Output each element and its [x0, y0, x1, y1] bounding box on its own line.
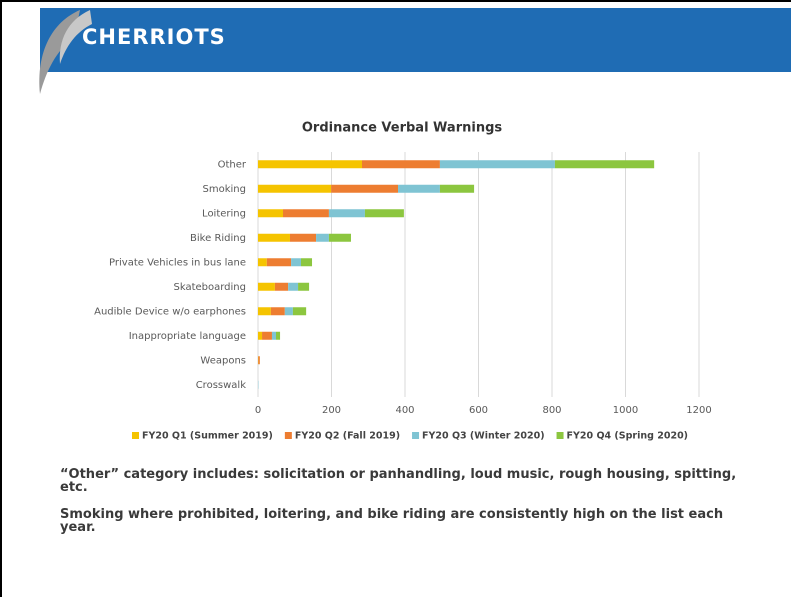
- header-band: [40, 8, 791, 72]
- bar-segment: [300, 258, 313, 267]
- bar-segment: [274, 282, 289, 291]
- bar-segment: [362, 160, 440, 169]
- bar-segment: [258, 209, 283, 218]
- bar-segment: [258, 160, 363, 169]
- logo-swoosh: [59, 10, 92, 64]
- bar-segment: [258, 307, 271, 316]
- x-tick-label: 1200: [686, 405, 711, 416]
- chart-title: Ordinance Verbal Warnings: [302, 121, 503, 136]
- x-tick-label: 400: [395, 405, 414, 416]
- legend-swatch: [284, 432, 292, 439]
- bar-segment: [328, 209, 365, 218]
- y-tick-label: Inappropriate language: [129, 331, 246, 342]
- bar-segment: [316, 233, 329, 242]
- bar-segment: [288, 282, 299, 291]
- bar-segment: [258, 233, 290, 242]
- bar-segment: [282, 209, 329, 218]
- bar-segment: [439, 184, 475, 193]
- y-tick-label: Other: [218, 159, 247, 170]
- bar-segment: [439, 160, 555, 169]
- legend-label: FY20 Q2 (Fall 2019): [295, 431, 400, 442]
- legend-swatch: [132, 432, 139, 439]
- bar-segment: [270, 307, 285, 316]
- bar-segment: [258, 282, 275, 291]
- bar-segment: [292, 307, 307, 316]
- legend-label: FY20 Q4 (Spring 2020): [567, 431, 688, 442]
- notes: “Other” category includes: solicitation …: [60, 468, 740, 548]
- bar-segment: [258, 331, 263, 340]
- y-tick-label: Loitering: [202, 208, 246, 219]
- x-tick-label: 800: [542, 405, 561, 416]
- bar-segment: [291, 258, 301, 267]
- legend-label: FY20 Q3 (Winter 2020): [422, 431, 545, 442]
- y-tick-label: Weapons: [200, 355, 246, 366]
- y-tick-label: Bike Riding: [190, 233, 246, 244]
- y-tick-label: Smoking: [203, 184, 246, 195]
- bar-segment: [298, 282, 310, 291]
- bar-segment: [258, 258, 267, 267]
- y-tick-label: Private Vehicles in bus lane: [109, 257, 246, 268]
- bar-segment: [364, 209, 404, 218]
- bar-segment: [554, 160, 655, 169]
- bar-segment: [398, 184, 440, 193]
- bar-segment: [258, 184, 332, 193]
- bar-segment: [258, 356, 260, 365]
- bar-segment: [262, 331, 272, 340]
- y-tick-label: Skateboarding: [173, 282, 246, 293]
- bar-segment: [276, 331, 281, 340]
- legend-swatch: [556, 432, 564, 439]
- bar-segment: [289, 233, 317, 242]
- note: Smoking where prohibited, loitering, and…: [60, 507, 724, 535]
- bar-segment: [266, 258, 292, 267]
- legend-label: FY20 Q1 (Summer 2019): [142, 431, 273, 442]
- x-tick-label: 200: [322, 405, 341, 416]
- legend-swatch: [412, 432, 420, 439]
- logo-text: CHERRIOTS: [82, 25, 226, 49]
- y-tick-label: Crosswalk: [196, 380, 246, 391]
- x-tick-label: 0: [255, 405, 261, 416]
- x-tick-label: 1000: [613, 405, 638, 416]
- bar-segment: [284, 307, 293, 316]
- bar-segment: [328, 233, 351, 242]
- y-tick-label: Audible Device w/o earphones: [94, 306, 246, 317]
- bar-segment: [271, 331, 277, 340]
- note: “Other” category includes: solicitation …: [60, 467, 737, 495]
- bar-segment: [331, 184, 399, 193]
- x-tick-label: 600: [469, 405, 488, 416]
